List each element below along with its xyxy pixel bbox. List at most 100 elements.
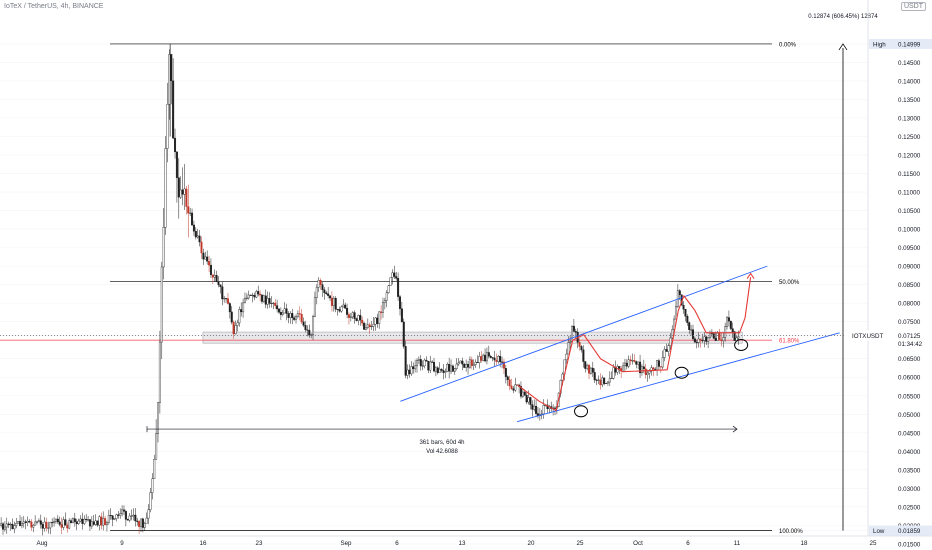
candle-body <box>73 518 76 522</box>
candle-body <box>105 522 108 526</box>
candle-body <box>62 519 65 528</box>
candle-body <box>293 317 296 320</box>
symbol-header[interactable]: IoTeX / TetherUS, 4h, BINANCE <box>4 3 104 10</box>
candle-body <box>346 308 349 315</box>
candle-body <box>236 322 239 326</box>
candle-body <box>412 366 415 370</box>
y-tick-label-24: 0.03000 <box>898 486 921 493</box>
candle-body <box>389 277 392 286</box>
candle-body <box>68 520 71 529</box>
y-tick-label-10: 0.10000 <box>898 227 921 234</box>
candle-body <box>243 297 246 304</box>
candle-body <box>444 371 447 373</box>
candle-body <box>709 332 712 339</box>
candle-body <box>221 286 224 300</box>
currency-button[interactable]: USDT <box>900 2 926 11</box>
candle-body <box>695 341 698 343</box>
touch-circle-0[interactable] <box>574 405 589 418</box>
date-range-tool: 361 bars, 60d 4h Vol 42.6088 <box>146 425 738 455</box>
candle-body <box>434 367 437 372</box>
candle-body <box>514 384 517 391</box>
candle-body <box>196 235 199 238</box>
low-badge-value: 0.01859 <box>898 528 921 535</box>
candle-body <box>177 177 180 198</box>
candle-body <box>606 381 609 384</box>
candle-body <box>321 284 324 291</box>
candle-body <box>185 188 188 207</box>
candle-body <box>531 404 534 410</box>
support-resistance-zone[interactable] <box>202 331 743 344</box>
x-tick-label-7: 20 <box>528 540 535 547</box>
candle-body <box>315 286 318 298</box>
candle-body <box>300 314 303 323</box>
low-badge-bg <box>869 525 932 536</box>
candle-body <box>370 326 373 328</box>
measure-tool: 0.12874 (606.45%) 12874 <box>808 14 878 531</box>
candle-body <box>427 361 430 371</box>
candle-body <box>519 386 522 397</box>
candle-body <box>567 342 570 355</box>
candle-body <box>22 521 25 524</box>
candle-body <box>234 325 237 335</box>
candle-body <box>397 278 400 297</box>
candle-body <box>43 521 46 529</box>
candle-body <box>94 520 97 525</box>
candle-body <box>41 524 44 529</box>
candle-body <box>618 366 621 369</box>
candle-body <box>510 385 513 389</box>
candle-body <box>77 520 80 524</box>
y-tick-label-4: 0.13000 <box>898 115 921 122</box>
candle-body <box>669 337 672 346</box>
candle-body <box>431 361 434 363</box>
y-tick-label-12: 0.09000 <box>898 264 921 271</box>
candle-body <box>66 524 69 529</box>
candle-body <box>289 313 292 318</box>
candle-body <box>262 295 265 302</box>
candle-body <box>480 356 483 361</box>
time-axis[interactable]: Aug 9 16 23 Sep 6 13 20 25 Oct 6 11 18 25 <box>0 535 932 547</box>
candle-body <box>608 378 611 383</box>
candle-body <box>344 304 347 309</box>
candle-body <box>298 313 301 315</box>
candle-body <box>230 311 233 323</box>
candle-body <box>209 264 212 275</box>
candle-body <box>419 359 422 367</box>
candle-body <box>376 317 379 324</box>
candle-body <box>627 359 630 367</box>
fib-levels: 0.00% 50.00% 61.80% 100.00% <box>0 42 803 535</box>
candle-body <box>64 519 67 526</box>
candle-body <box>359 315 362 321</box>
touch-circle-1[interactable] <box>674 366 689 379</box>
candle-body <box>656 360 659 371</box>
candle-body <box>79 518 82 522</box>
x-tick-label-11: 11 <box>734 540 741 547</box>
y-tick-label-18: 0.06000 <box>898 375 921 382</box>
candle-body <box>731 328 734 332</box>
candle-body <box>232 321 235 335</box>
channel-upper <box>400 265 768 402</box>
candle-body <box>274 302 277 306</box>
candle-body <box>334 298 337 310</box>
candle-body <box>361 319 364 324</box>
candle-body <box>347 314 350 318</box>
candle-body <box>631 360 634 362</box>
touch-circle-2[interactable] <box>734 339 749 352</box>
candle-body <box>591 367 594 373</box>
candle-body <box>398 296 401 309</box>
candle-body <box>533 405 536 410</box>
candle-body <box>718 333 721 340</box>
candle-body <box>595 379 598 381</box>
candle-body <box>646 372 649 375</box>
price-axis[interactable]: 0.14999 0.14500 0.14000 0.13500 0.13000 0.125… <box>898 41 921 548</box>
candle-body <box>463 364 466 368</box>
candle-body <box>174 137 177 153</box>
candle-body <box>461 360 464 365</box>
candle-body <box>28 520 31 523</box>
projected-path-line <box>516 277 752 412</box>
candle-body <box>569 341 572 343</box>
candle-body <box>338 309 341 312</box>
candle-body <box>433 362 436 372</box>
candle-body <box>90 521 93 527</box>
candle-body <box>716 333 719 341</box>
